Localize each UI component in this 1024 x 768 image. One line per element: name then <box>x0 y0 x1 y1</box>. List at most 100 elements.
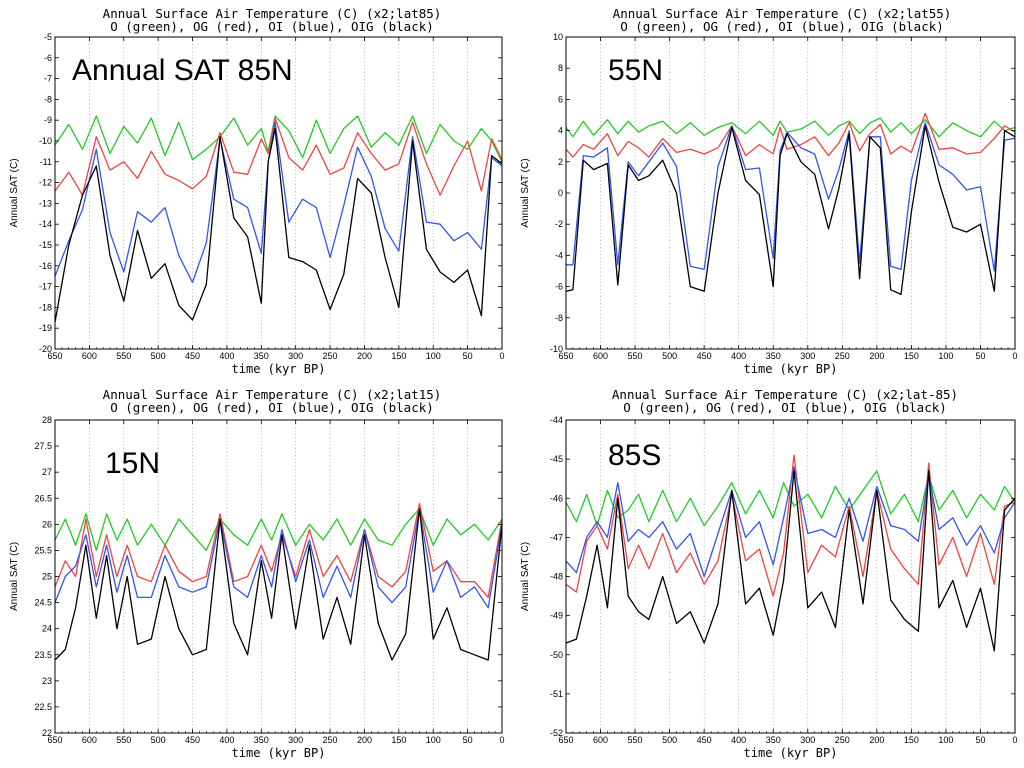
x-tick-label: 100 <box>938 351 953 361</box>
y-tick-label: -2 <box>555 219 563 229</box>
y-tick-label: -5 <box>44 32 52 42</box>
series-line-oig <box>54 508 503 661</box>
x-tick-label: 550 <box>116 351 131 361</box>
x-tick-label: 300 <box>800 351 815 361</box>
x-tick-label: 300 <box>288 351 303 361</box>
chart-title: Annual Surface Air Temperature (C) (x2;l… <box>103 387 442 402</box>
series-line-o <box>54 115 503 163</box>
y-tick-label: 10 <box>553 32 563 42</box>
series-line-og <box>565 454 1016 597</box>
x-tick-label: 550 <box>116 735 131 745</box>
y-tick-label: 0 <box>558 188 563 198</box>
x-tick-label: 0 <box>499 735 504 745</box>
y-tick-label: -50 <box>550 650 563 660</box>
x-tick-label: 250 <box>835 735 850 745</box>
x-tick-label: 600 <box>82 735 97 745</box>
y-tick-label: -11 <box>40 157 52 167</box>
y-tick-label: 4 <box>558 126 563 136</box>
y-tick-label: 27.5 <box>34 441 52 451</box>
y-tick-label: 22.5 <box>34 702 52 712</box>
x-tick-label: 100 <box>938 735 953 745</box>
y-tick-label: -19 <box>39 323 52 333</box>
chart-panel-sat-55n: Annual Surface Air Temperature (C) (x2;l… <box>520 6 1018 376</box>
series-line-oi <box>54 121 503 284</box>
x-tick-label: 350 <box>254 351 269 361</box>
x-tick-label: 450 <box>697 735 712 745</box>
y-tick-label: -4 <box>555 250 563 260</box>
series-line-og <box>54 502 503 599</box>
x-tick-label: 250 <box>835 351 850 361</box>
y-tick-label: -48 <box>550 572 563 582</box>
y-tick-label: -51 <box>550 689 563 699</box>
y-axis-label: Annual SAT (C) <box>9 158 20 227</box>
y-tick-label: 22 <box>42 728 52 738</box>
x-tick-label: 650 <box>558 735 573 745</box>
chart-title: Annual Surface Air Temperature (C) (x2;l… <box>103 6 442 21</box>
y-tick-label: -14 <box>39 219 52 229</box>
y-tick-label: 24.5 <box>34 598 52 608</box>
x-tick-label: 150 <box>391 351 406 361</box>
plot-frame <box>54 36 503 350</box>
chart-title: Annual Surface Air Temperature (C) (x2;l… <box>612 387 958 402</box>
chart-title: Annual Surface Air Temperature (C) (x2;l… <box>613 6 952 21</box>
x-tick-label: 600 <box>82 351 97 361</box>
x-tick-label: 200 <box>357 351 372 361</box>
x-tick-label: 450 <box>185 351 200 361</box>
x-tick-label: 200 <box>869 351 884 361</box>
y-tick-label: 8 <box>558 63 563 73</box>
x-tick-label: 400 <box>219 351 234 361</box>
x-tick-label: 200 <box>869 735 884 745</box>
y-tick-label: 25 <box>42 572 52 582</box>
y-tick-label: -12 <box>39 178 52 188</box>
series-line-o <box>565 117 1016 138</box>
y-tick-label: -49 <box>550 611 563 621</box>
panel-overlay-label: 85S <box>608 439 661 472</box>
x-tick-label: 150 <box>904 351 919 361</box>
x-tick-label: 500 <box>151 351 166 361</box>
y-tick-label: 6 <box>558 94 563 104</box>
chart-subtitle: O (green), OG (red), OI (blue), OIG (bla… <box>110 400 434 415</box>
x-tick-label: 450 <box>697 351 712 361</box>
x-tick-label: 0 <box>1012 351 1017 361</box>
y-tick-label: -13 <box>39 198 52 208</box>
x-tick-label: 400 <box>731 735 746 745</box>
y-tick-label: -16 <box>39 261 52 271</box>
x-tick-label: 650 <box>47 735 62 745</box>
y-tick-label: 25.5 <box>34 545 52 555</box>
panel-overlay-label: 55N <box>608 54 663 87</box>
x-tick-label: 350 <box>766 735 781 745</box>
y-tick-label: -10 <box>550 344 563 354</box>
x-tick-label: 50 <box>463 351 473 361</box>
x-tick-label: 550 <box>628 351 643 361</box>
y-tick-label: -15 <box>39 240 52 250</box>
series-line-o <box>565 470 1016 527</box>
y-tick-label: -7 <box>44 74 52 84</box>
y-tick-label: -8 <box>555 313 563 323</box>
x-tick-label: 500 <box>662 735 677 745</box>
y-tick-label: -46 <box>550 493 563 503</box>
x-tick-label: 650 <box>558 351 573 361</box>
y-tick-label: -45 <box>550 454 563 464</box>
series-line-oi <box>565 466 1016 578</box>
y-tick-label: -17 <box>39 282 52 292</box>
chart-panel-sat-85s: Annual Surface Air Temperature (C) (x2;l… <box>520 387 1018 760</box>
series-line-oi <box>566 122 1016 272</box>
panel-overlay-label: Annual SAT 85N <box>72 54 293 87</box>
x-tick-label: 150 <box>391 735 406 745</box>
x-tick-label: 100 <box>426 735 441 745</box>
x-tick-label: 250 <box>323 735 338 745</box>
y-tick-label: 23.5 <box>34 650 52 660</box>
series-line-og <box>565 112 1016 158</box>
chart-subtitle: O (green), OG (red), OI (blue), OIG (bla… <box>623 400 947 415</box>
y-tick-label: 26.5 <box>34 493 52 503</box>
x-tick-label: 50 <box>463 735 473 745</box>
chart-subtitle: O (green), OG (red), OI (blue), OIG (bla… <box>110 19 434 34</box>
y-tick-label: -47 <box>550 532 563 542</box>
x-tick-label: 50 <box>975 735 985 745</box>
panel-overlay-label: 15N <box>105 447 160 480</box>
y-tick-label: -44 <box>550 415 563 425</box>
x-tick-label: 400 <box>219 735 234 745</box>
y-tick-label: 27 <box>42 467 52 477</box>
y-axis-label: Annual SAT (C) <box>520 158 531 227</box>
